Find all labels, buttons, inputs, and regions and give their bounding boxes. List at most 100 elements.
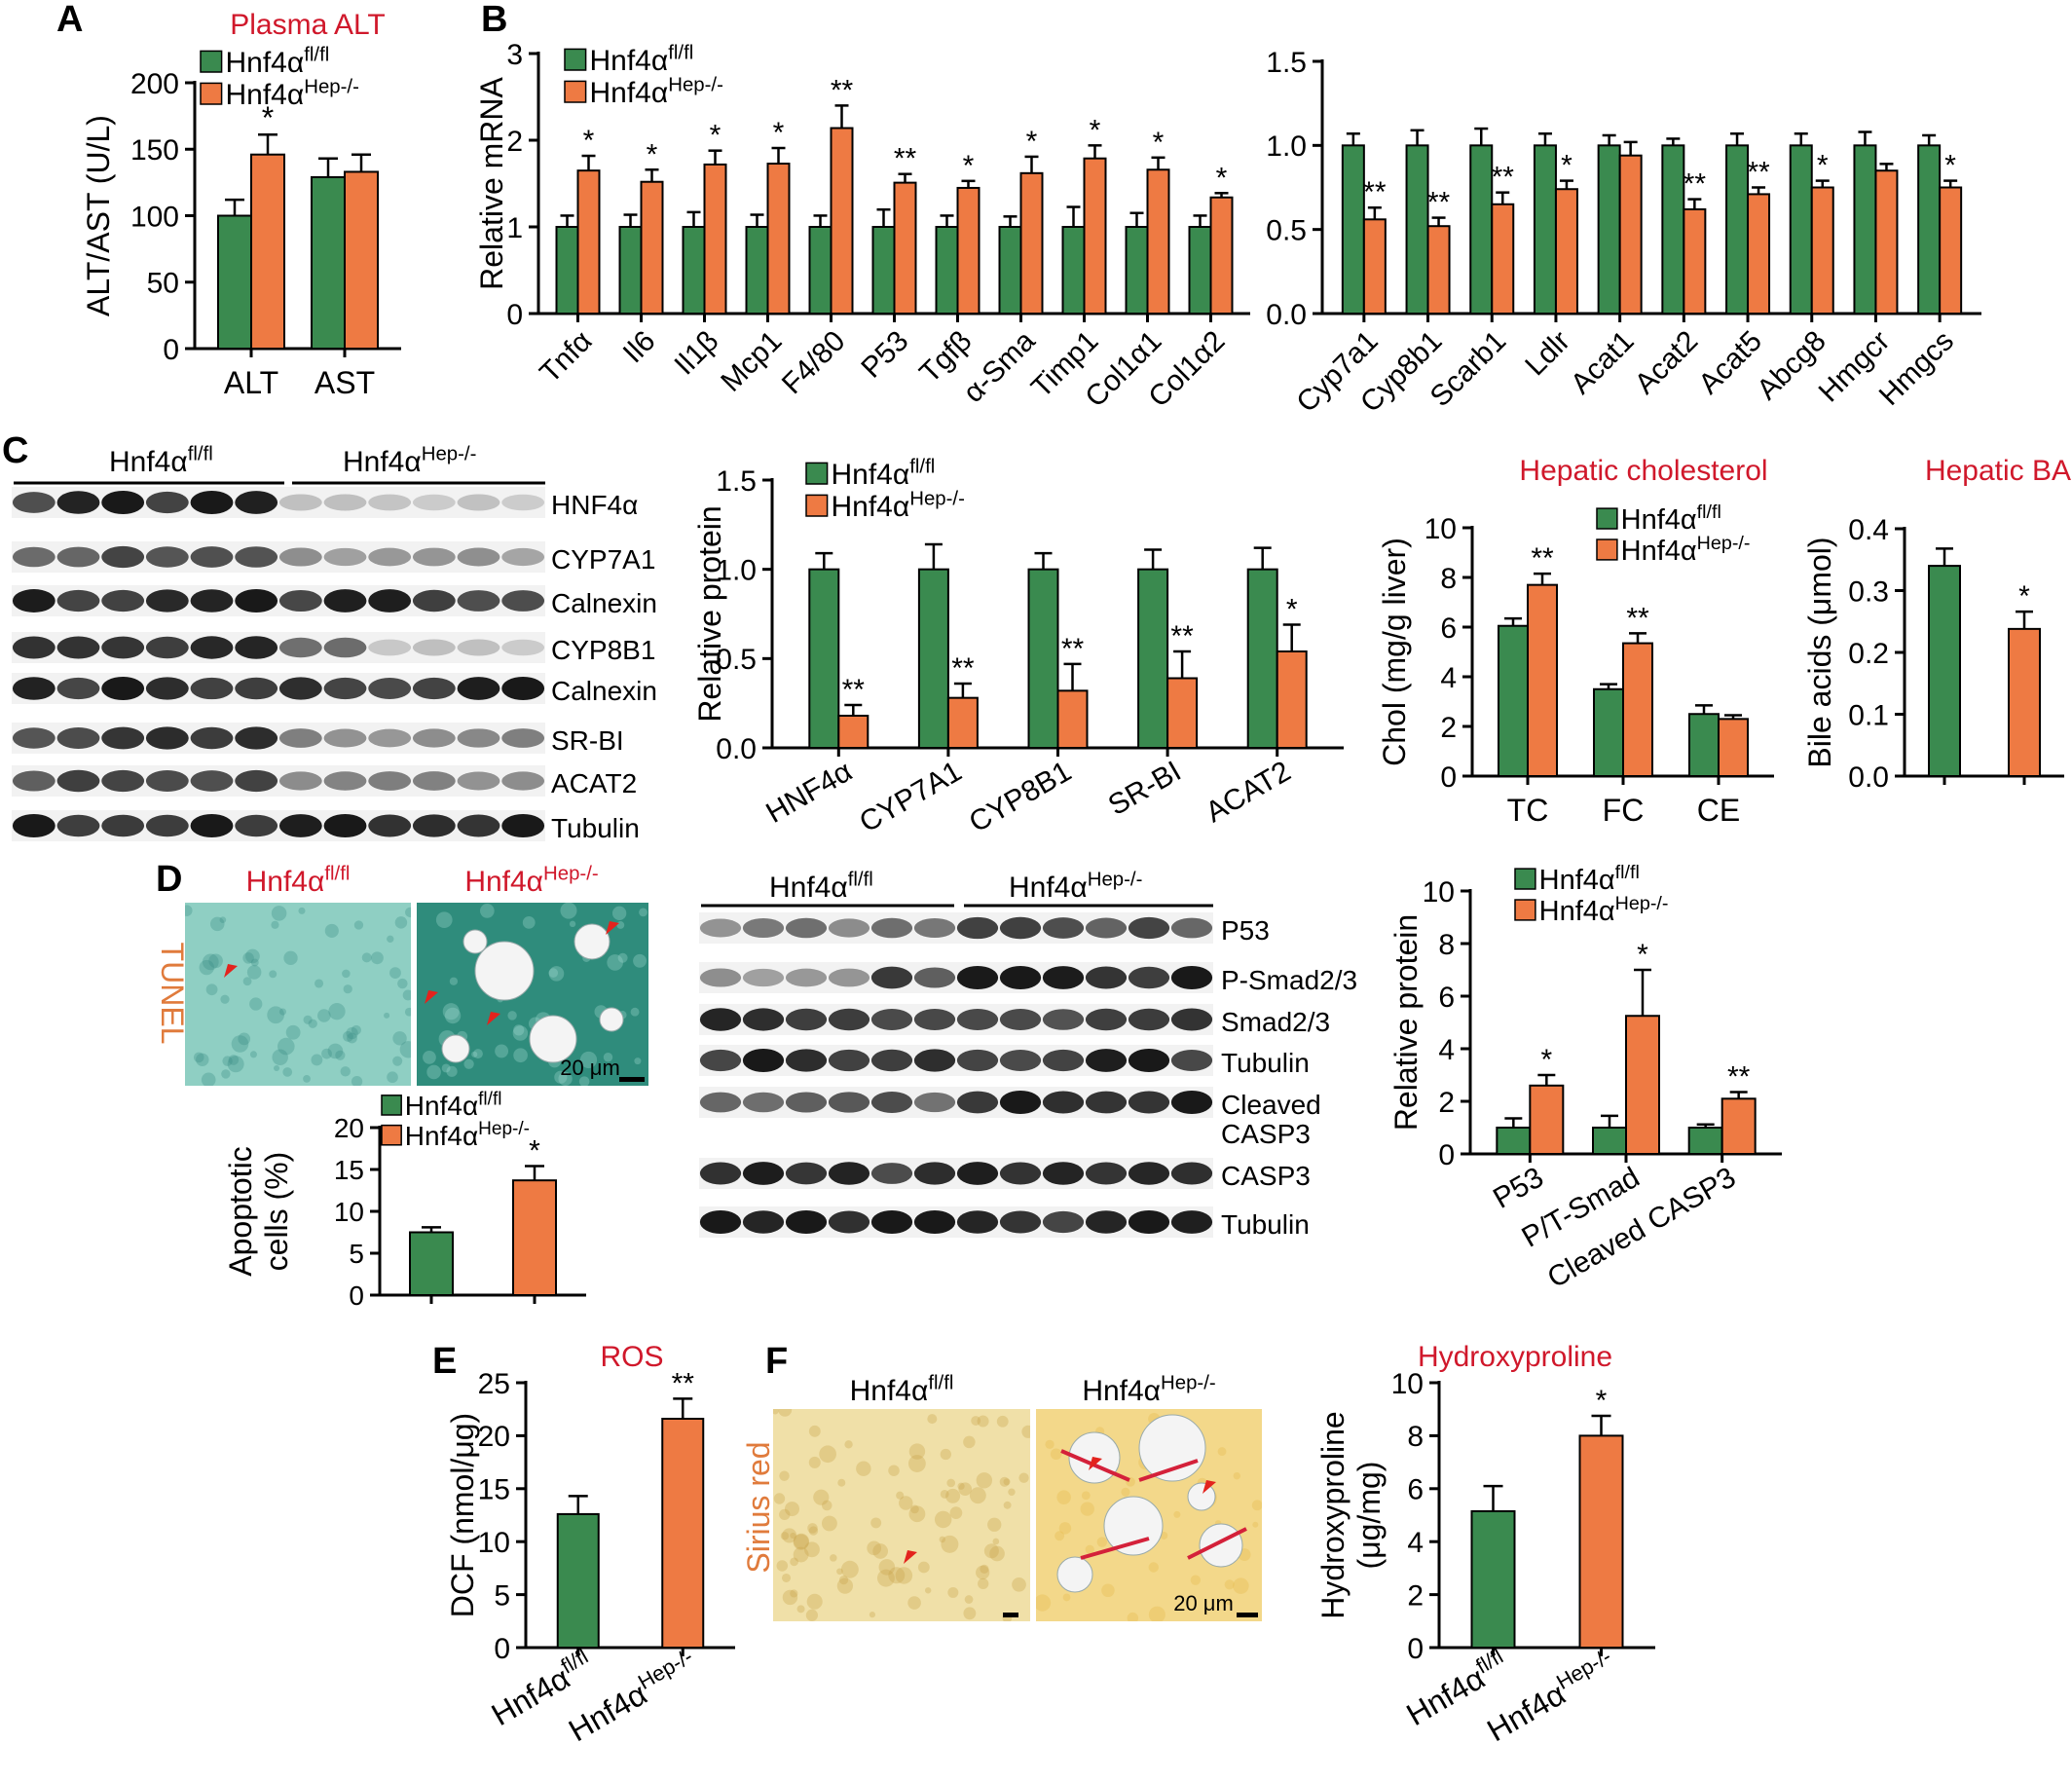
blot-band <box>870 917 913 939</box>
blot-background <box>699 1087 1213 1118</box>
micrograph-cell <box>917 1561 930 1574</box>
micrograph-cell <box>512 1025 529 1041</box>
micrograph-cell <box>201 1072 216 1086</box>
micrograph-cell <box>394 916 408 929</box>
significance-mark: ** <box>1684 168 1707 201</box>
significance-mark: * <box>1216 162 1228 194</box>
blot-background <box>12 765 545 797</box>
micrograph-cell <box>560 903 577 919</box>
micrograph-cell <box>838 1576 849 1585</box>
group-label-main: Hnf4α <box>1621 504 1697 536</box>
y-tick-label: 3 <box>506 39 523 71</box>
micrograph-cell <box>209 916 225 932</box>
red-arrow <box>425 990 438 1004</box>
micrograph-cell <box>907 1455 926 1472</box>
micrograph-cell <box>999 1476 1010 1487</box>
blot-band <box>278 547 322 567</box>
blot-band <box>12 546 56 568</box>
micrograph-cell <box>1058 1522 1072 1535</box>
red-arrow <box>487 1012 500 1025</box>
bar <box>1362 218 1387 315</box>
y-tick-label: 150 <box>130 134 179 167</box>
blot-band <box>101 726 145 750</box>
micrograph-cell <box>1190 1575 1202 1585</box>
legend-label: Hnf4αHep-/- <box>405 1119 530 1151</box>
blot-label: HNF4α <box>551 490 638 520</box>
blot-band <box>501 590 545 612</box>
bar <box>1209 196 1234 315</box>
micrograph-cell <box>793 1534 809 1550</box>
micrograph-background <box>185 903 411 1086</box>
blot-band <box>501 494 545 511</box>
micrograph-cell <box>808 1526 819 1536</box>
bar <box>1810 186 1834 315</box>
blot-band <box>278 494 322 511</box>
blot-band <box>1085 1008 1128 1031</box>
y-tick-label: 1.5 <box>716 465 757 498</box>
blot-band <box>956 1049 999 1072</box>
blot-band <box>999 966 1042 989</box>
blot-band <box>1170 1210 1213 1234</box>
micrograph-cell <box>1081 1491 1091 1501</box>
y-tick-label: 0.5 <box>1266 214 1307 246</box>
blot-band <box>870 1092 913 1113</box>
micrograph-cell <box>807 1523 818 1534</box>
micrograph-cell <box>856 1461 871 1476</box>
micrograph-cell <box>269 970 278 979</box>
blot-band <box>145 770 189 792</box>
group-label-main: Hnf4α <box>486 1660 576 1732</box>
blot-band <box>956 1008 999 1031</box>
micrograph-cell <box>793 1533 810 1549</box>
micrograph-cell <box>910 1504 919 1514</box>
blot-band <box>368 494 412 511</box>
x-tick-label: CYP7A1 <box>854 755 967 838</box>
blot-band <box>913 1092 956 1113</box>
blot-background <box>12 632 545 663</box>
red-arrow <box>1202 1480 1216 1494</box>
micrograph-cell <box>888 1465 900 1476</box>
bar <box>556 1512 600 1649</box>
significance-mark: ** <box>1626 602 1649 634</box>
micrograph-cell <box>630 1007 640 1017</box>
blot-band <box>1170 1008 1213 1031</box>
blot-background <box>699 962 1213 993</box>
y-axis-label: Hydroxyproline <box>1315 1411 1350 1618</box>
bar <box>1276 650 1308 749</box>
bar <box>661 1417 705 1649</box>
y-axis-label: DCF (nmol/μg) <box>445 1413 480 1617</box>
y-tick-label: 8 <box>1407 1421 1424 1453</box>
micrograph-cell <box>821 1515 837 1532</box>
bar <box>745 226 769 315</box>
legend-label: Hnf4αHep-/- <box>590 75 723 109</box>
legend-swatch <box>564 48 587 71</box>
micrograph-cell <box>989 1545 1005 1562</box>
blot-band <box>145 814 189 837</box>
blot-band <box>56 814 100 837</box>
bar <box>1137 568 1169 750</box>
blot-band <box>785 1162 828 1185</box>
blot-band <box>742 1092 785 1113</box>
micrograph-cell <box>274 1064 280 1071</box>
micrograph-cell <box>446 1065 458 1077</box>
blot-band <box>828 1008 870 1031</box>
bar <box>555 226 579 315</box>
x-tick-label: P53 <box>1488 1161 1549 1214</box>
micrograph-cell <box>790 1532 796 1540</box>
legend-label: Hnf4αfl/fl <box>832 457 936 491</box>
micrograph-cell <box>351 1075 363 1086</box>
micrograph-cell <box>405 907 411 918</box>
blot-band <box>785 1008 828 1031</box>
y-tick-label: 4 <box>1440 662 1457 694</box>
chart-title: Plasma ALT <box>230 9 386 41</box>
group-label-superscript: Hep-/- <box>909 489 965 510</box>
blot-band-row <box>12 723 545 754</box>
bar <box>1188 226 1212 315</box>
blot-band-row <box>699 1087 1213 1118</box>
micrograph-f-hep <box>1036 1409 1262 1621</box>
micrograph-cell <box>1148 1606 1166 1621</box>
blot-band <box>742 1162 785 1185</box>
micrograph-cell <box>303 1015 313 1024</box>
group-label-superscript: Hep-/- <box>634 1644 697 1694</box>
bar <box>1533 144 1557 315</box>
blot-band <box>828 968 870 987</box>
